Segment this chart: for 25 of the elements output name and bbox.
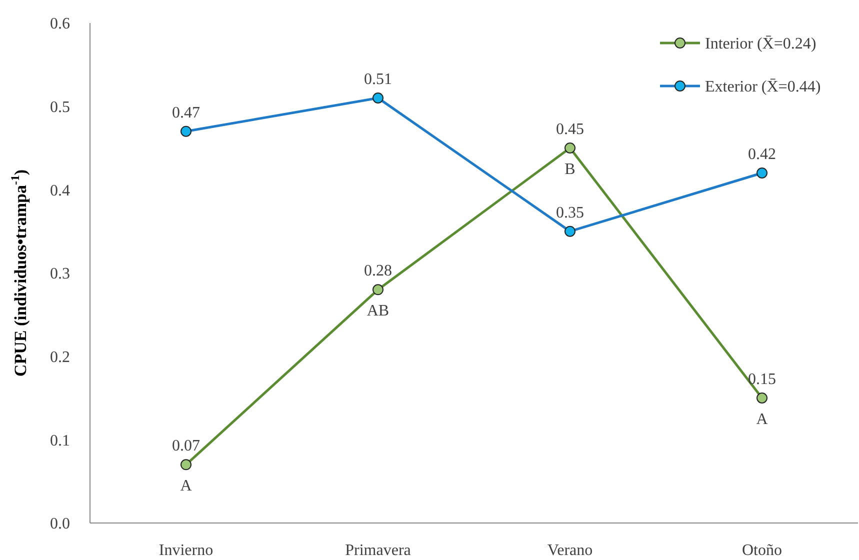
y-tick-label: 0.0: [50, 516, 70, 533]
annotation: A: [180, 478, 192, 495]
x-tick-label: Invierno: [158, 542, 214, 559]
y-tick-label: 0.5: [50, 98, 70, 116]
data-label: 0.42: [748, 146, 776, 163]
data-label: 0.28: [364, 262, 392, 280]
y-tick-label: 0.2: [50, 348, 70, 366]
legend-label: Interior (X̄=0.24): [705, 36, 816, 53]
y-tick-label: 0.4: [50, 182, 70, 200]
y-tick-label: 0.3: [50, 266, 70, 283]
data-label: 0.35: [556, 204, 584, 222]
annotation: AB: [366, 302, 390, 320]
data-label: 0.47: [172, 104, 200, 122]
annotation: B: [564, 161, 576, 178]
legend-label: Exterior (X̄=0.44): [705, 78, 821, 96]
data-label: 0.51: [364, 71, 392, 88]
y-tick-label: 0.1: [50, 432, 70, 450]
x-tick-label: Primavera: [345, 542, 411, 559]
y-tick-label: 0.6: [50, 16, 70, 33]
data-label: 0.15: [748, 371, 776, 388]
x-tick-label: Verano: [547, 542, 593, 559]
annotation: A: [756, 411, 768, 428]
data-label: 0.45: [556, 121, 584, 138]
data-label: 0.07: [172, 438, 200, 455]
x-tick-label: Otoño: [742, 542, 782, 559]
